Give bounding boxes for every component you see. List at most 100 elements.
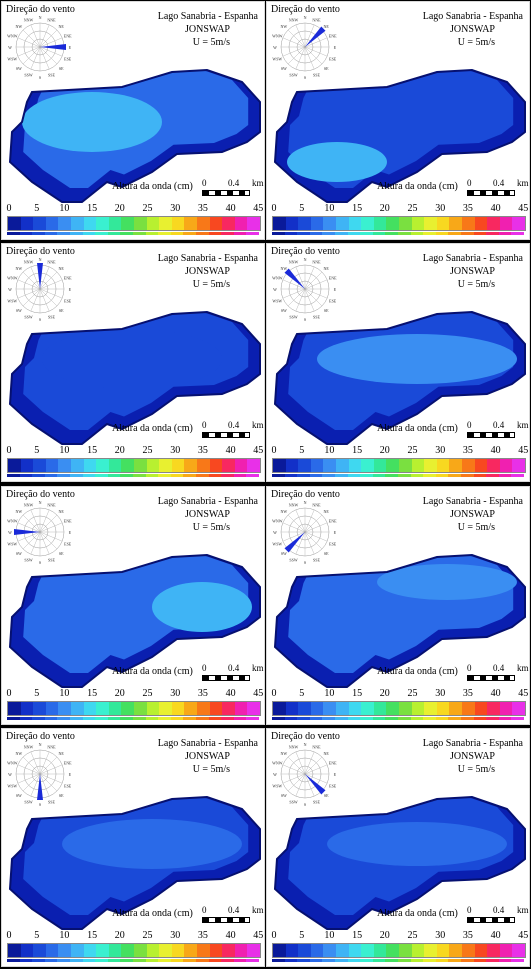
compass-label: WSW: [272, 542, 282, 547]
colorbar-swatch: [499, 944, 513, 957]
scale-zero: 0: [467, 178, 472, 188]
colorbar-tick: 0: [271, 688, 277, 699]
model-label: JONSWAP: [449, 751, 495, 762]
colorbar-swatch: [184, 459, 197, 472]
colorbar-line-swatch: [410, 959, 424, 962]
colorbar-swatch: [373, 944, 387, 957]
colorbar-swatch: [159, 702, 172, 715]
compass-label: S: [304, 802, 306, 807]
wave-height-label: Altura da onda (cm): [112, 423, 193, 434]
colorbar-line-swatch: [460, 232, 474, 235]
colorbar-line-swatch: [145, 474, 159, 477]
compass-label: W: [8, 772, 12, 777]
colorbar-swatch: [512, 944, 525, 957]
colorbar-tick: 5: [34, 203, 40, 214]
colorbar-swatch: [20, 459, 34, 472]
compass-label: SSW: [289, 73, 297, 78]
compass-label: SSW: [24, 315, 32, 320]
compass-label: SE: [324, 551, 329, 556]
compass-label: ESE: [329, 784, 337, 789]
colorbar-line-swatch: [195, 474, 209, 477]
colorbar-swatch: [449, 217, 462, 230]
colorbar-line-swatch: [297, 959, 310, 962]
colorbar-swatch: [411, 702, 425, 715]
colorbar-swatch: [361, 944, 374, 957]
compass-label: NE: [324, 509, 330, 514]
compass-label: N: [304, 257, 307, 262]
scale-bar-graphic: [202, 432, 250, 438]
colorbar: [7, 701, 261, 716]
wind-direction-arrow: [284, 532, 305, 553]
colorbar-swatch: [310, 702, 324, 715]
colorbar-line-swatch: [498, 232, 512, 235]
colorbar-line-swatch: [423, 959, 436, 962]
compass-label: WNW: [7, 34, 18, 39]
colorbar-ticks: 0 5 10 15 20 25 30 35 40 45: [267, 203, 529, 215]
colorbar-tick: 15: [87, 203, 98, 214]
compass-label: E: [69, 45, 72, 50]
colorbar-tick: 45: [518, 930, 529, 941]
colorbar-line-swatch: [334, 474, 348, 477]
colorbar-line-swatch: [32, 959, 45, 962]
colorbar-line-swatch: [195, 232, 209, 235]
colorbar-line-swatch: [322, 959, 335, 962]
scale-value: 0.4: [493, 178, 505, 188]
colorbar-line-swatch: [158, 232, 171, 235]
colorbar-swatch: [159, 459, 172, 472]
colorbar-tick: 40: [225, 688, 236, 699]
colorbar-swatch: [146, 702, 160, 715]
colorbar-line-swatch: [334, 959, 348, 962]
map-panel-3: N NNE NE ENE E ESE SE SSE S SSW SW WSW W WNW NW NNW Dire…: [1, 243, 265, 482]
colorbar-swatch: [285, 702, 299, 715]
colorbar-swatch: [285, 459, 299, 472]
colorbar-tick: 30: [435, 930, 446, 941]
colorbar-line-swatch: [473, 232, 487, 235]
compass-label: NNW: [289, 744, 299, 749]
colorbar-line-swatch: [44, 717, 58, 720]
colorbar-swatch: [323, 702, 336, 715]
wind-speed-label: U = 5m/s: [457, 764, 495, 775]
compass-label: SW: [16, 308, 22, 313]
compass-label: N: [304, 742, 307, 747]
colorbar-line-swatch: [309, 959, 323, 962]
colorbar-line-swatch: [69, 959, 83, 962]
compass-label: SW: [281, 308, 287, 313]
colorbar-swatch: [411, 944, 425, 957]
compass-label: WSW: [272, 299, 282, 304]
colorbar-swatch: [499, 459, 513, 472]
colorbar-swatch: [386, 702, 399, 715]
colorbar-swatch: [222, 217, 235, 230]
colorbar-underline: [7, 959, 259, 962]
compass-label: WNW: [7, 519, 18, 524]
colorbar-swatch: [273, 459, 286, 472]
colorbar-swatch: [449, 944, 462, 957]
colorbar-line-swatch: [448, 717, 461, 720]
colorbar-swatch: [159, 944, 172, 957]
colorbar-line-swatch: [221, 717, 234, 720]
colorbar-tick: 35: [197, 203, 208, 214]
colorbar-line-swatch: [158, 959, 171, 962]
wind-speed-label: U = 5m/s: [192, 279, 230, 290]
compass-label: ESE: [64, 57, 72, 62]
colorbar-swatch: [273, 944, 286, 957]
scale-bar-graphic: [467, 675, 515, 681]
colorbar-line-swatch: [183, 474, 196, 477]
scale-zero: 0: [202, 420, 207, 430]
compass-label: NNE: [312, 502, 321, 507]
colorbar-line-swatch: [183, 959, 196, 962]
colorbar-swatch: [461, 217, 475, 230]
colorbar-tick: 10: [324, 688, 335, 699]
colorbar-line-swatch: [120, 959, 133, 962]
colorbar-line-swatch: [95, 959, 108, 962]
colorbar-swatch: [487, 944, 500, 957]
lake-title: Lago Sanabria - Espanha: [157, 253, 258, 264]
compass-label: W: [273, 530, 277, 535]
colorbar-swatch: [70, 944, 84, 957]
compass-label: NNW: [24, 744, 34, 749]
wind-direction-arrow: [37, 263, 43, 289]
colorbar-line-swatch: [19, 232, 33, 235]
